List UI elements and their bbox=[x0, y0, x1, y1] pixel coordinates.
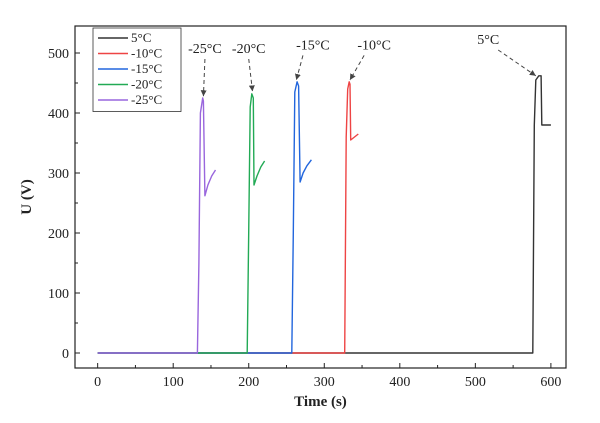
legend-label: -25°C bbox=[131, 92, 162, 107]
y-tick-label: 500 bbox=[48, 47, 69, 62]
x-tick-label: 500 bbox=[465, 375, 486, 390]
x-tick-label: 200 bbox=[238, 375, 259, 390]
ticks-layer: 0 100 200 300 400 500 600 0 100 200 300 400 500 bbox=[48, 47, 561, 390]
x-tick-label: 300 bbox=[314, 375, 335, 390]
plot-frame bbox=[74, 25, 567, 369]
legend: 5°C-10°C-15°C-20°C-25°C bbox=[92, 27, 182, 112]
y-tick-label: 300 bbox=[48, 167, 69, 182]
annotation-label: -15°C bbox=[296, 38, 330, 53]
x-tick-label: 600 bbox=[540, 375, 561, 390]
annotation-arrow bbox=[248, 58, 255, 92]
legend-label: -20°C bbox=[131, 77, 162, 92]
series-line-5C bbox=[97, 75, 551, 354]
series-line-minus20C bbox=[97, 93, 266, 354]
y-axis-title: U (V) bbox=[19, 179, 35, 214]
legend-label: -10°C bbox=[131, 46, 162, 61]
annotation-arrow bbox=[200, 58, 207, 97]
x-tick-label: 100 bbox=[163, 375, 184, 390]
legend-label: -15°C bbox=[131, 61, 162, 76]
series-line-minus15C bbox=[97, 81, 312, 354]
annotation-label: 5°C bbox=[477, 33, 499, 48]
annotation-label: -10°C bbox=[357, 38, 391, 53]
x-axis-title: Time (s) bbox=[294, 394, 347, 410]
x-tick-label: 400 bbox=[389, 375, 410, 390]
y-tick-label: 0 bbox=[62, 347, 69, 362]
y-tick-label: 100 bbox=[48, 287, 69, 302]
annotation-label: -20°C bbox=[232, 42, 266, 57]
annotation-arrow bbox=[349, 55, 365, 81]
series-layer bbox=[97, 75, 551, 354]
y-tick-label: 400 bbox=[48, 107, 69, 122]
series-line-minus25C bbox=[97, 97, 217, 354]
annotation-arrow bbox=[294, 55, 304, 81]
y-tick-label: 200 bbox=[48, 227, 69, 242]
x-tick-label: 0 bbox=[94, 375, 101, 390]
series-line-minus10C bbox=[97, 81, 359, 354]
annotation-arrow bbox=[497, 49, 537, 77]
annotation-layer: -25°C -20°C -15°C -10°C 5°C bbox=[188, 33, 537, 97]
annotation-label: -25°C bbox=[188, 42, 222, 57]
plot-border bbox=[74, 25, 567, 369]
legend-label: 5°C bbox=[131, 30, 151, 45]
